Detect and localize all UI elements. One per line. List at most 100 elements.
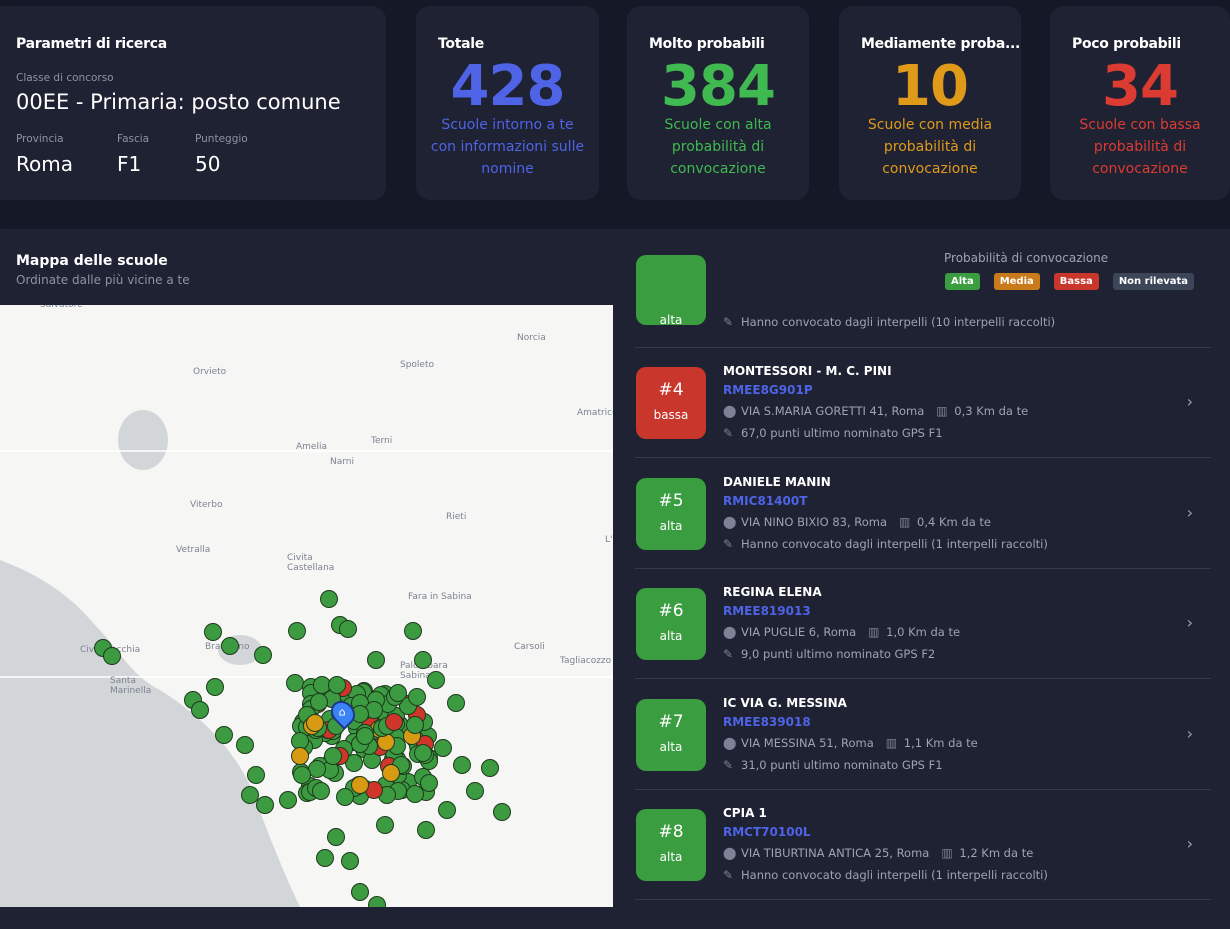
- school-code[interactable]: RMEE839018: [723, 714, 811, 729]
- school-marker[interactable]: [368, 896, 386, 907]
- edit-icon: ✎: [723, 536, 734, 551]
- map-town-label: Vetralla: [176, 545, 211, 555]
- school-marker[interactable]: [447, 694, 465, 712]
- school-marker[interactable]: [420, 773, 439, 792]
- school-marker[interactable]: [466, 782, 484, 800]
- school-marker[interactable]: [376, 816, 394, 834]
- legend: Alta Media Bassa Non rilevata: [945, 273, 1208, 290]
- rank: #4: [658, 380, 684, 400]
- school-marker[interactable]: [191, 701, 209, 719]
- school-marker[interactable]: [316, 849, 334, 867]
- rank: #7: [658, 711, 684, 732]
- school-marker[interactable]: [309, 692, 328, 711]
- search-params-card: Parametri di ricerca Classe di concorso …: [0, 6, 386, 200]
- school-marker[interactable]: [236, 736, 254, 754]
- school-marker[interactable]: [481, 759, 499, 777]
- chevron-right-icon[interactable]: ›: [1186, 392, 1193, 411]
- fascia-label: Fascia: [117, 133, 150, 145]
- map-town-label: Fara in Sabina: [408, 592, 472, 602]
- map-town-label: Salvatore: [40, 305, 83, 310]
- school-marker[interactable]: [339, 620, 357, 638]
- chevron-right-icon[interactable]: ›: [1186, 502, 1193, 522]
- school-marker[interactable]: [291, 747, 310, 766]
- school-list-item[interactable]: #7 alta IC VIA G. MESSINA RMEE839018 ⬤ VIA…: [635, 680, 1211, 790]
- school-marker[interactable]: [311, 781, 330, 800]
- school-marker[interactable]: [414, 651, 432, 669]
- school-list-item-partial[interactable]: alta ✎ Hanno convocato dagli interpelli (…: [635, 237, 1211, 348]
- school-marker[interactable]: [327, 828, 345, 846]
- school-marker[interactable]: [206, 678, 224, 696]
- school-marker[interactable]: [382, 764, 401, 783]
- school-marker[interactable]: [241, 786, 259, 804]
- info-text: 31,0 punti ultimo nominato GPS F1: [741, 757, 943, 772]
- school-list-item[interactable]: #4 bassa MONTESSORI - M. C. PINI RMEE8G90…: [635, 348, 1211, 458]
- school-marker[interactable]: [406, 715, 425, 734]
- map-town-label: Viterbo: [190, 500, 223, 510]
- school-marker[interactable]: [336, 788, 355, 807]
- school-marker[interactable]: [324, 746, 343, 765]
- school-marker[interactable]: [288, 622, 306, 640]
- school-marker[interactable]: [256, 796, 274, 814]
- school-marker[interactable]: [327, 676, 346, 694]
- school-marker[interactable]: [438, 801, 456, 819]
- chevron-right-icon[interactable]: ›: [1186, 613, 1193, 632]
- school-marker[interactable]: [355, 726, 374, 745]
- school-code[interactable]: RMIC81400T: [723, 493, 808, 508]
- stat-value: 428: [450, 54, 566, 119]
- location-pin-icon: ⬤: [723, 514, 737, 529]
- school-marker[interactable]: [350, 775, 369, 794]
- school-marker[interactable]: [286, 674, 304, 692]
- probability-badge: alta: [636, 255, 706, 327]
- chevron-right-icon[interactable]: ›: [1186, 723, 1193, 743]
- stat-card-1: Molto probabili 384 Scuole con alta prob…: [627, 6, 809, 200]
- school-marker[interactable]: [453, 756, 471, 774]
- school-marker[interactable]: [247, 766, 265, 784]
- school-marker[interactable]: [434, 739, 452, 757]
- legend-non-rilevata: Non rilevata: [1112, 273, 1195, 290]
- school-marker[interactable]: [414, 744, 433, 763]
- punteggio-value: 50: [195, 152, 221, 176]
- school-marker[interactable]: [221, 637, 239, 655]
- info-text: Hanno convocato dagli interpelli (1 inte…: [741, 536, 1048, 551]
- stat-desc: Scuole con bassa probabilità di convocaz…: [1079, 117, 1201, 177]
- location-pin-icon: ⬤: [723, 735, 737, 750]
- school-marker[interactable]: [408, 688, 427, 707]
- school-marker[interactable]: [103, 647, 121, 665]
- school-marker[interactable]: [417, 821, 435, 839]
- stat-value: 10: [892, 54, 969, 119]
- school-marker[interactable]: [279, 791, 297, 809]
- school-marker[interactable]: [406, 785, 425, 804]
- school-marker[interactable]: [320, 590, 338, 608]
- school-marker[interactable]: [404, 622, 422, 640]
- address: VIA NINO BIXIO 83, Roma: [741, 514, 888, 529]
- school-code[interactable]: RMEE819013: [723, 604, 811, 618]
- probability-label: alta: [659, 739, 683, 754]
- school-marker[interactable]: [367, 651, 385, 669]
- school-marker[interactable]: [385, 712, 404, 731]
- address: VIA TIBURTINA ANTICA 25, Roma: [741, 846, 930, 860]
- distance: 1,1 Km da te: [903, 735, 978, 750]
- chevron-right-icon[interactable]: ›: [1186, 834, 1193, 853]
- school-code[interactable]: RMEE8G901P: [723, 383, 813, 397]
- school-marker[interactable]: [351, 883, 369, 901]
- home-icon: ⌂: [338, 705, 346, 719]
- map-town-label: Santa Marinella: [110, 676, 152, 696]
- stat-value: 34: [1102, 54, 1179, 119]
- schools-map[interactable]: Salvatore Orvieto Spoleto Norcia Amatrice Ame…: [0, 305, 613, 907]
- school-marker[interactable]: [254, 646, 272, 664]
- school-marker[interactable]: [427, 671, 445, 689]
- probability-badge: #5 alta: [636, 477, 706, 550]
- school-list-item[interactable]: #6 alta REGINA ELENA RMEE819013 ⬤ VIA PUGL…: [635, 569, 1211, 679]
- school-code[interactable]: RMCT70100L: [723, 825, 811, 839]
- school-name: REGINA ELENA: [723, 585, 822, 599]
- edit-icon: ✎: [723, 757, 734, 772]
- school-marker[interactable]: [215, 726, 233, 744]
- school-marker[interactable]: [293, 766, 312, 785]
- school-marker[interactable]: [389, 683, 408, 702]
- school-marker[interactable]: [305, 713, 324, 732]
- school-list-item[interactable]: #5 alta DANIELE MANIN RMIC81400T ⬤ VIA NIN…: [635, 459, 1211, 569]
- school-marker[interactable]: [493, 803, 511, 821]
- school-marker[interactable]: [341, 852, 359, 870]
- school-list-item[interactable]: #8 alta CPIA 1 RMCT70100L ⬤ VIA TIBURTINA …: [635, 790, 1211, 900]
- school-marker[interactable]: [204, 623, 222, 641]
